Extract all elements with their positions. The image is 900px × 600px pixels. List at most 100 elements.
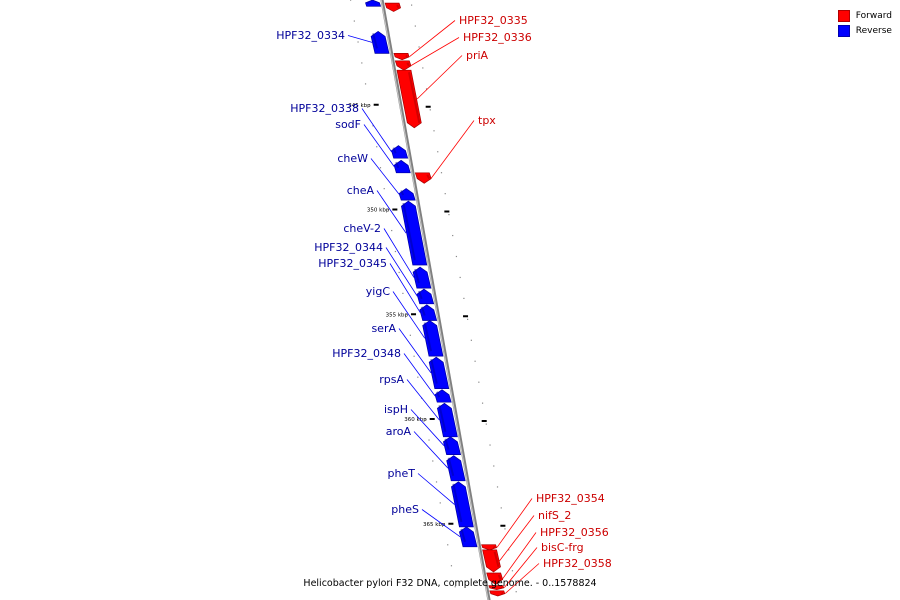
gene-arrow-isph[interactable]: [443, 436, 462, 455]
label-leader-line: [503, 547, 538, 588]
minor-tick-right: [425, 88, 428, 90]
gene-arrow-hpf32-0338[interactable]: [391, 145, 409, 159]
legend-item-reverse: Reverse: [837, 23, 892, 38]
gene-shade: [406, 62, 410, 67]
gene-arrow-chev-2[interactable]: [412, 266, 432, 289]
gene-arrow-aroa[interactable]: [446, 455, 466, 482]
gene-shade: [396, 4, 400, 9]
gene-arrow-hpf32-0348[interactable]: [434, 389, 452, 403]
minor-tick-left: [432, 460, 434, 462]
minor-tick-right: [455, 255, 458, 258]
gene-shade: [426, 174, 431, 180]
gene-label-phet[interactable]: pheT: [388, 467, 416, 480]
label-leader-line: [413, 431, 449, 469]
gene-label-sodf[interactable]: sodF: [335, 118, 361, 131]
label-leader-line: [502, 532, 537, 579]
gene-label-hpf32-0338[interactable]: HPF32_0338: [290, 102, 359, 115]
gene-shade: [430, 358, 438, 384]
gene-arrow-hpf32-0358[interactable]: [489, 590, 506, 597]
gene-arrow-hpf32-0354[interactable]: [481, 544, 498, 551]
minor-tick-right: [433, 130, 435, 132]
label-leader-line: [410, 37, 460, 66]
label-leader-line: [398, 328, 432, 374]
gene-arrow-phes[interactable]: [459, 526, 478, 548]
gene-label-hpf32-0336[interactable]: HPF32_0336: [463, 31, 532, 44]
tick-label: 355 kbp: [386, 312, 409, 318]
minor-tick-right: [452, 234, 454, 237]
gene-label-hpf32-0358[interactable]: HPF32_0358: [543, 557, 612, 570]
gene-label-aroa[interactable]: aroA: [386, 425, 412, 438]
label-leader-line: [417, 473, 455, 505]
label-leader-line: [347, 35, 373, 43]
gene-arrow-hpf32-0344[interactable]: [416, 288, 435, 305]
gene-label-hpf32-0348[interactable]: HPF32_0348: [332, 347, 401, 360]
gene-arrow-hpf32-0335[interactable]: [393, 53, 410, 61]
label-leader-line: [410, 409, 445, 446]
gene-arrow-unlabeled-1[interactable]: [384, 2, 402, 12]
major-tick-left: [373, 103, 379, 106]
major-tick-right: [481, 420, 487, 422]
gene-arrow-chew[interactable]: [398, 188, 416, 201]
major-tick-right: [463, 315, 469, 318]
minor-tick-right: [470, 339, 472, 341]
minor-tick-left: [398, 271, 400, 274]
gene-label-hpf32-0334[interactable]: HPF32_0334: [276, 29, 345, 42]
gene-arrow-sera[interactable]: [428, 356, 450, 389]
minor-tick-left: [428, 439, 430, 441]
gene-arrow-pria[interactable]: [396, 69, 422, 129]
gene-label-hpf32-0335[interactable]: HPF32_0335: [459, 14, 528, 27]
gene-label-chew[interactable]: cheW: [337, 152, 368, 165]
gene-label-hpf32-0356[interactable]: HPF32_0356: [540, 526, 609, 539]
gene-shade: [372, 33, 378, 49]
gene-shade: [444, 438, 450, 450]
gene-label-chev-2[interactable]: cheV-2: [343, 222, 381, 235]
gene-shade: [438, 405, 447, 433]
minor-tick-left: [413, 355, 415, 357]
gene-arrow-chea[interactable]: [401, 200, 428, 266]
minor-tick-right: [414, 25, 416, 27]
gene-arrow-bisc-frg[interactable]: [488, 585, 505, 591]
minor-tick-right: [474, 360, 476, 362]
gene-label-tpx[interactable]: tpx: [478, 114, 496, 127]
minor-tick-right: [481, 402, 484, 404]
minor-tick-left: [394, 250, 397, 253]
gene-label-chea[interactable]: cheA: [347, 184, 375, 197]
label-leader-line: [406, 379, 440, 421]
minor-tick-left: [454, 586, 456, 588]
gene-arrow-sodf[interactable]: [393, 159, 411, 174]
gene-label-sera[interactable]: serA: [371, 322, 396, 335]
label-leader-line: [505, 563, 540, 594]
gene-arrow-yigc[interactable]: [422, 320, 444, 357]
gene-label-rpsa[interactable]: rpsA: [379, 373, 404, 386]
major-tick-right: [444, 210, 450, 213]
minor-tick-right: [496, 486, 499, 488]
legend-reverse-label: Reverse: [855, 25, 892, 36]
gene-label-pria[interactable]: priA: [466, 49, 489, 62]
legend-forward-label: Forward: [855, 10, 892, 21]
minor-tick-right: [515, 591, 517, 593]
gene-shade: [497, 574, 502, 580]
minor-tick-right: [511, 570, 514, 572]
gene-label-hpf32-0345[interactable]: HPF32_0345: [318, 257, 387, 270]
major-tick-left: [392, 208, 398, 211]
gene-label-phes[interactable]: pheS: [391, 503, 419, 516]
gene-label-hpf32-0344[interactable]: HPF32_0344: [314, 241, 383, 254]
gene-arrow-hpf32-0334[interactable]: [370, 30, 390, 54]
tick-label: 345 kbp: [348, 103, 371, 109]
gene-shade: [423, 322, 432, 352]
gene-label-yigc[interactable]: yigC: [366, 285, 391, 298]
gene-shade: [501, 592, 504, 595]
gene-arrow-unlabeled-0[interactable]: [365, 0, 382, 7]
gene-label-nifs-2[interactable]: nifS_2: [538, 509, 571, 522]
gene-shade: [436, 391, 441, 398]
gene-shade: [492, 545, 496, 549]
gene-label-hpf32-0354[interactable]: HPF32_0354: [536, 492, 605, 505]
minor-tick-left: [372, 125, 374, 127]
minor-tick-left: [417, 376, 419, 378]
tick-label: 350 kbp: [367, 208, 390, 214]
gene-label-bisc-frg[interactable]: bisC-frg: [541, 541, 584, 554]
minor-tick-left: [402, 292, 404, 294]
gene-track: [365, 0, 506, 597]
label-leader-line: [389, 263, 421, 313]
gene-label-isph[interactable]: ispH: [384, 403, 408, 416]
